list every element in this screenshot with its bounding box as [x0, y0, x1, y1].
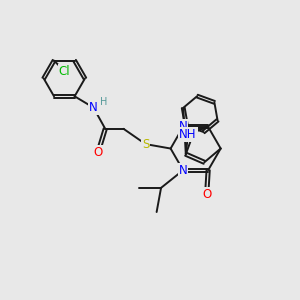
Text: Cl: Cl	[58, 64, 70, 77]
Text: N: N	[179, 164, 188, 177]
Text: NH: NH	[179, 128, 197, 141]
Text: H: H	[100, 97, 107, 107]
Text: N: N	[89, 101, 98, 114]
Text: S: S	[142, 138, 149, 151]
Text: N: N	[179, 120, 188, 134]
Text: O: O	[93, 146, 103, 159]
Text: O: O	[202, 188, 211, 201]
